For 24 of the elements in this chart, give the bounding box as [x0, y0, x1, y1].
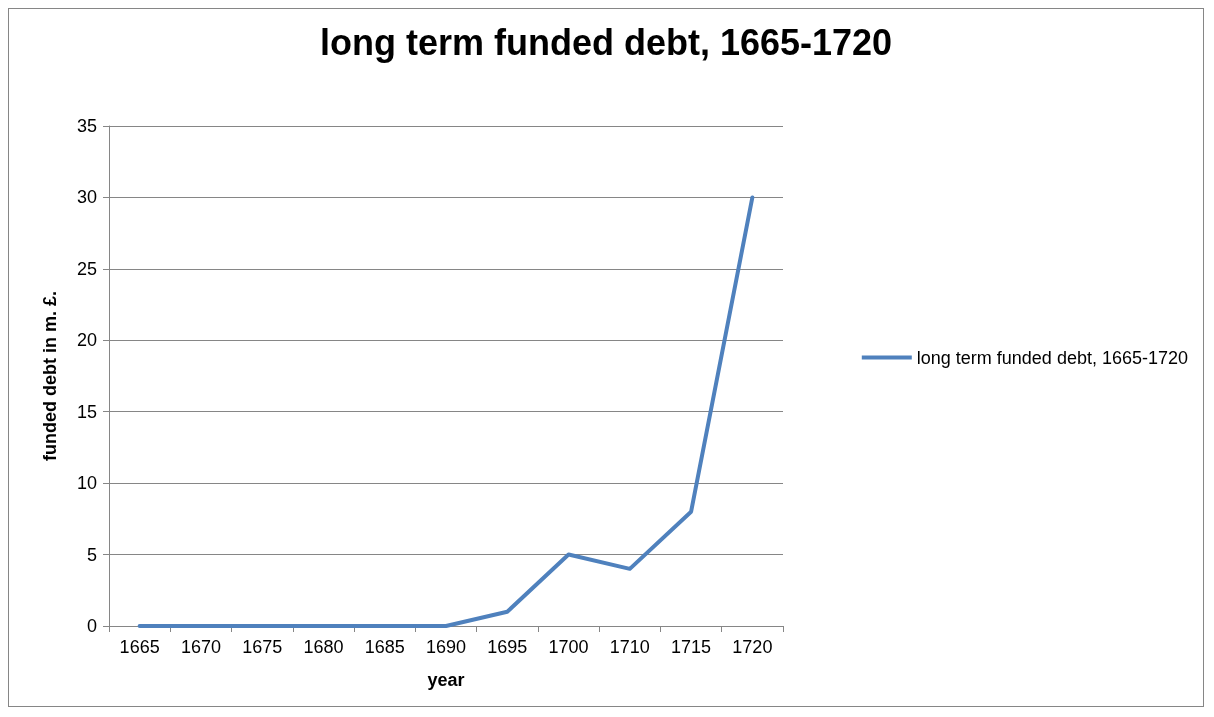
y-tick-label: 15: [76, 401, 97, 422]
x-tick-label: 1670: [180, 637, 221, 657]
legend-label: long term funded debt, 1665-1720: [916, 347, 1189, 368]
x-tick-label: 1665: [119, 637, 160, 657]
y-tick-label: 5: [86, 544, 97, 565]
y-axis-title: funded debt in m. £.: [40, 291, 60, 461]
line-series: [137, 195, 755, 628]
x-axis-title: year: [427, 670, 465, 690]
y-tick-label: 30: [76, 187, 97, 208]
x-tick-label: 1685: [364, 637, 405, 657]
y-tick-label: 25: [76, 258, 97, 279]
y-tick-label: 0: [86, 616, 97, 636]
x-tick-label: 1690: [425, 637, 467, 657]
chart-title: long term funded debt, 1665-1720: [319, 21, 893, 63]
x-tick-label: 1715: [671, 637, 712, 657]
x-tick-label: 1700: [548, 637, 589, 657]
x-tick-label: 1710: [609, 637, 650, 657]
y-tick-label: 35: [76, 116, 97, 136]
x-tick-label: 1720: [732, 637, 773, 657]
y-tick-label: 10: [76, 473, 97, 494]
x-tick-label: 1695: [487, 637, 528, 657]
x-tick-label: 1675: [242, 637, 283, 657]
y-tick-label: 20: [76, 330, 97, 351]
x-tick-label: 1680: [303, 637, 344, 657]
